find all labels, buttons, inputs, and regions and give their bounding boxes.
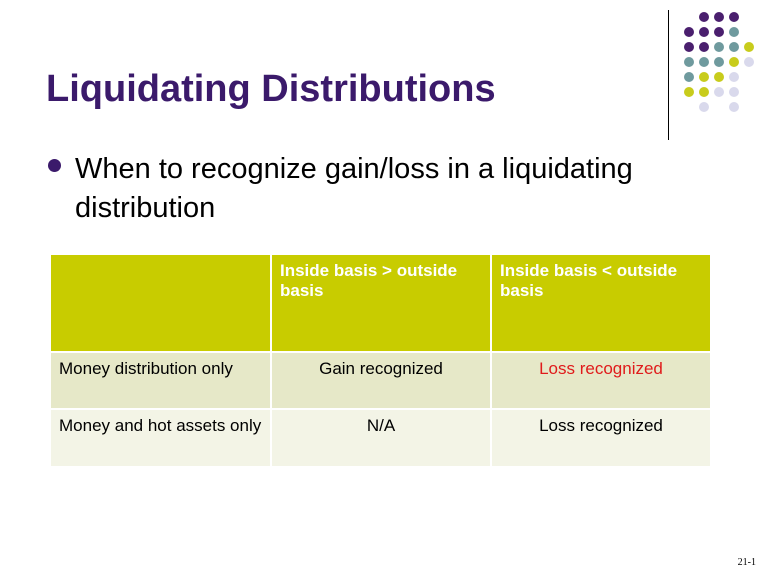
page-number: 21-1	[737, 557, 756, 568]
decorative-dot	[729, 42, 739, 52]
decorative-dot	[714, 57, 724, 67]
table-row: Money distribution only Gain recognized …	[51, 352, 712, 410]
decorative-dot	[714, 12, 724, 22]
decorative-dot	[699, 102, 709, 112]
table-cell: Gain recognized	[271, 352, 492, 410]
decorative-dot	[699, 42, 709, 52]
decorative-dot	[699, 27, 709, 37]
bullet-dot-icon	[48, 159, 61, 172]
decorative-dot	[684, 57, 694, 67]
table-header-inside-less: Inside basis < outside basis	[491, 255, 712, 353]
decorative-dot	[744, 57, 754, 67]
table-cell-highlight: Loss recognized	[491, 352, 712, 410]
decorative-dot	[684, 27, 694, 37]
table-header-empty	[51, 255, 272, 353]
bullet-text: When to recognize gain/loss in a liquida…	[75, 153, 633, 224]
decorative-dot	[684, 42, 694, 52]
slide-title: Liquidating Distributions	[46, 68, 496, 110]
decorative-dot	[714, 72, 724, 82]
decorative-dot	[729, 12, 739, 22]
table-row: Money and hot assets only N/A Loss recog…	[51, 409, 712, 468]
table-cell: N/A	[271, 409, 492, 468]
decorative-dot	[729, 102, 739, 112]
decorative-dot	[729, 87, 739, 97]
row-label: Money and hot assets only	[51, 409, 272, 468]
decorative-dot	[684, 72, 694, 82]
decorative-dot	[729, 27, 739, 37]
table-header-row: Inside basis > outside basis Inside basi…	[51, 255, 712, 353]
decorative-dot	[729, 72, 739, 82]
gain-loss-table: Inside basis > outside basis Inside basi…	[51, 255, 712, 468]
decorative-dot	[699, 72, 709, 82]
decorative-dot	[744, 42, 754, 52]
decorative-dot	[699, 57, 709, 67]
table-header-inside-greater: Inside basis > outside basis	[271, 255, 492, 353]
decorative-dot	[684, 87, 694, 97]
table-cell: Loss recognized	[491, 409, 712, 468]
decorative-dot	[699, 87, 709, 97]
decorative-dot	[714, 27, 724, 37]
decorative-dot	[714, 42, 724, 52]
decorative-dot	[714, 87, 724, 97]
decorative-divider	[668, 10, 669, 140]
decorative-dot	[699, 12, 709, 22]
decorative-dot	[729, 57, 739, 67]
row-label: Money distribution only	[51, 352, 272, 410]
